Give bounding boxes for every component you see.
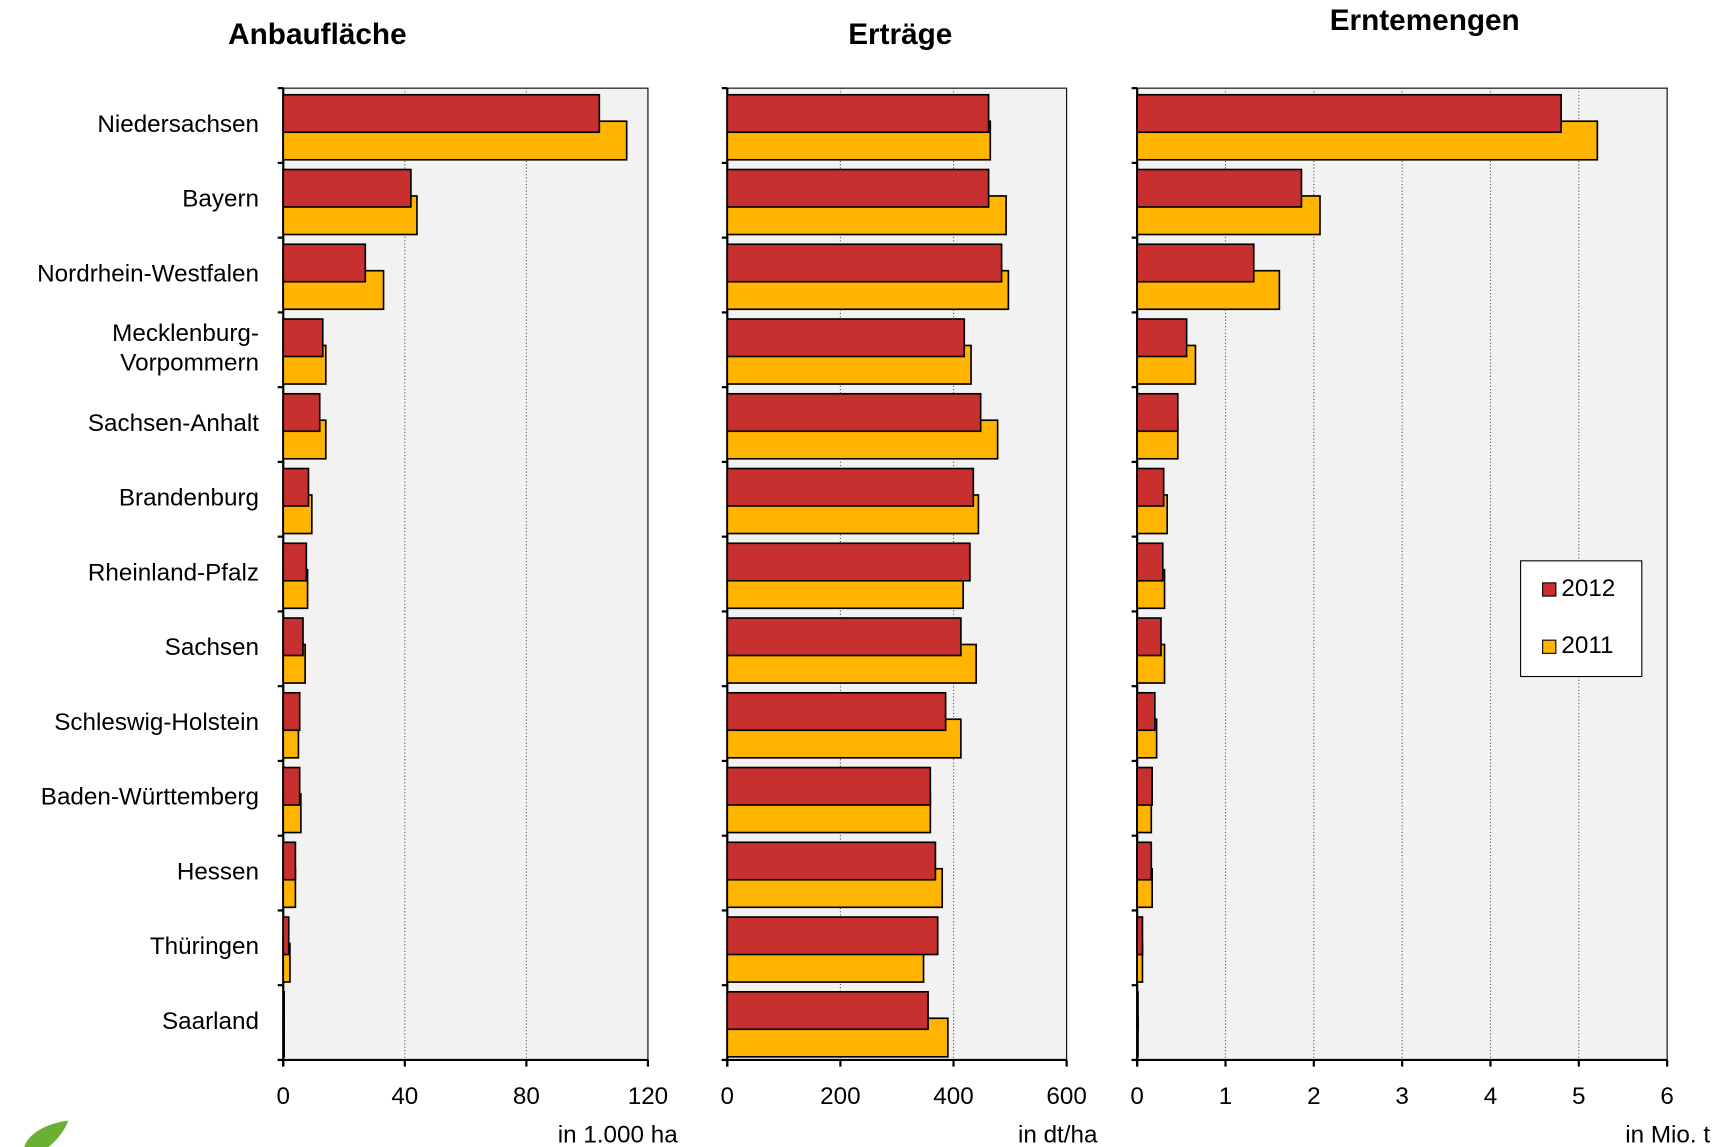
bar bbox=[726, 990, 929, 1031]
y-tick-label: Rheinland-Pfalz bbox=[88, 559, 259, 586]
bar bbox=[1136, 542, 1164, 582]
y-tick-label: Baden-Württemberg bbox=[41, 784, 259, 811]
bar bbox=[282, 168, 412, 208]
bar bbox=[1136, 243, 1255, 283]
bar bbox=[726, 392, 982, 433]
bar bbox=[1136, 168, 1303, 208]
chart-title: Erträge bbox=[848, 18, 952, 51]
x-tick-label: 3 bbox=[1395, 1083, 1408, 1110]
bar bbox=[1136, 916, 1144, 956]
bar bbox=[726, 841, 937, 881]
bar bbox=[282, 392, 321, 433]
x-tick-label: 0 bbox=[277, 1083, 290, 1110]
bar bbox=[282, 542, 308, 582]
bar bbox=[726, 318, 966, 358]
logo-leaf bbox=[24, 1120, 69, 1147]
bar bbox=[1136, 617, 1162, 657]
x-tick-label: 400 bbox=[933, 1083, 973, 1110]
x-tick-label: 200 bbox=[820, 1083, 860, 1110]
bar bbox=[726, 168, 990, 208]
axis-label: in 1.000 ha bbox=[558, 1121, 678, 1147]
bar bbox=[1136, 318, 1188, 358]
bar bbox=[1136, 766, 1154, 806]
bar bbox=[282, 467, 310, 507]
bar bbox=[726, 93, 990, 134]
x-tick-label: 5 bbox=[1572, 1083, 1585, 1110]
x-tick-label: 1 bbox=[1219, 1083, 1232, 1110]
y-tick-label: Niedersachsen bbox=[97, 111, 259, 138]
bar bbox=[282, 916, 290, 956]
bar bbox=[1136, 691, 1156, 732]
y-tick-label: Sachsen bbox=[165, 634, 259, 661]
y-tick-label: Brandenburg bbox=[119, 485, 259, 512]
bar bbox=[726, 916, 939, 956]
x-tick-label: 6 bbox=[1660, 1083, 1673, 1110]
axis-label: in Mio. t bbox=[1625, 1121, 1710, 1147]
y-tick-label: Schleswig-Holstein bbox=[54, 709, 259, 736]
y-tick-label: Saarland bbox=[162, 1008, 259, 1035]
bar bbox=[282, 243, 367, 283]
bar bbox=[726, 467, 975, 507]
legend-swatch bbox=[1542, 582, 1557, 597]
bar bbox=[282, 617, 304, 657]
x-tick-label: 40 bbox=[391, 1083, 418, 1110]
bar bbox=[282, 691, 301, 732]
x-tick-label: 4 bbox=[1484, 1083, 1497, 1110]
legend-swatch bbox=[1542, 639, 1557, 654]
x-tick-label: 0 bbox=[721, 1083, 734, 1110]
x-tick-label: 2 bbox=[1307, 1083, 1320, 1110]
bar bbox=[1136, 841, 1153, 881]
y-tick-label: Hessen bbox=[177, 858, 259, 885]
axis-label: in dt/ha bbox=[1018, 1121, 1098, 1147]
x-tick-label: 120 bbox=[628, 1083, 668, 1110]
bar bbox=[1136, 93, 1562, 134]
bar bbox=[726, 617, 962, 657]
bar bbox=[1136, 392, 1179, 433]
x-tick-label: 0 bbox=[1130, 1083, 1143, 1110]
x-tick-label: 600 bbox=[1046, 1083, 1086, 1110]
bar bbox=[726, 243, 1003, 283]
chart-title: Anbaufläche bbox=[228, 18, 406, 51]
bar bbox=[282, 990, 285, 1031]
x-tick-label: 80 bbox=[513, 1083, 540, 1110]
chart-title: Erntemengen bbox=[1330, 4, 1520, 37]
bar bbox=[282, 841, 297, 881]
y-tick-label: Mecklenburg-Vorpommern bbox=[112, 320, 259, 377]
bar bbox=[282, 766, 301, 806]
y-tick-label: Nordrhein-Westfalen bbox=[37, 260, 259, 287]
legend-box bbox=[1520, 560, 1643, 678]
bar bbox=[726, 691, 947, 732]
bar bbox=[1136, 467, 1165, 507]
legend-label: 2011 bbox=[1561, 632, 1613, 659]
bar bbox=[1136, 990, 1139, 1031]
bar bbox=[282, 93, 601, 134]
y-tick-label: Thüringen bbox=[150, 933, 259, 960]
bar bbox=[282, 318, 324, 358]
y-tick-label: Bayern bbox=[182, 186, 259, 213]
y-tick-label: Sachsen-Anhalt bbox=[88, 410, 259, 437]
bar bbox=[726, 766, 932, 806]
legend-label: 2012 bbox=[1561, 575, 1615, 602]
bar bbox=[726, 542, 971, 582]
